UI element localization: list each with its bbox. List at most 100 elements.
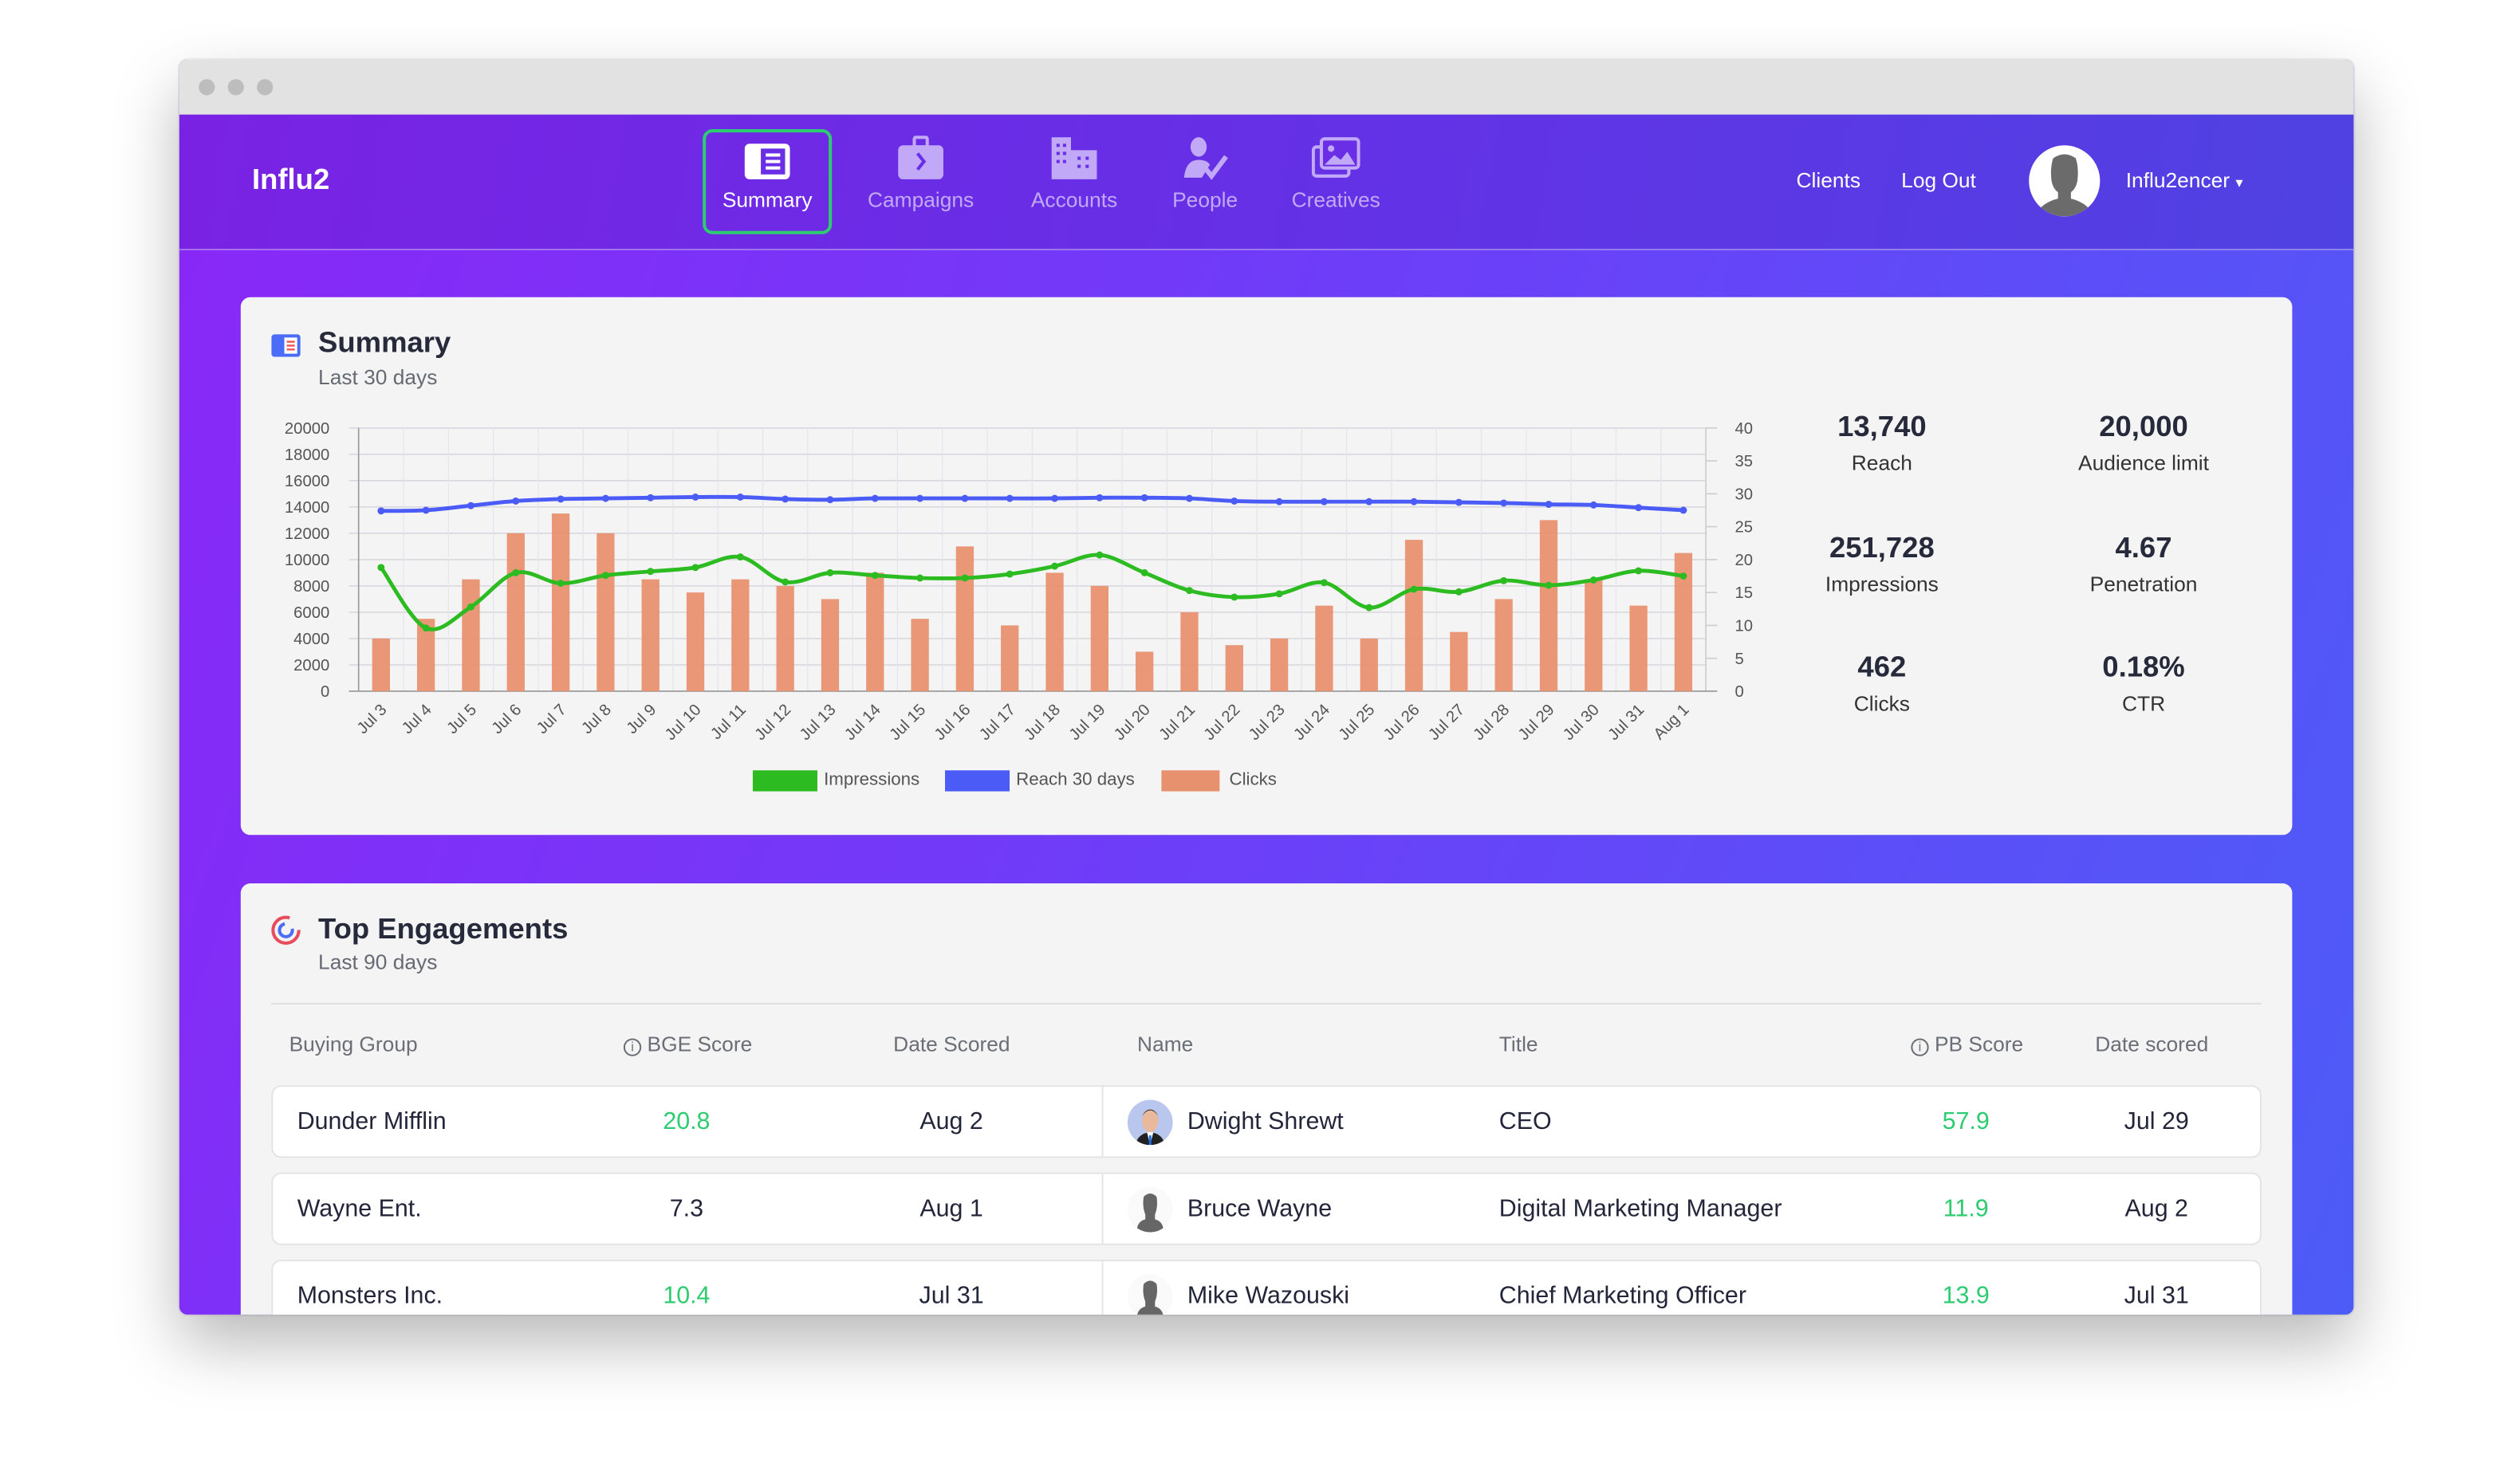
y-left-tick-label: 4000 [293,631,329,648]
stat-label: Penetration [2089,572,2198,596]
tab-summary[interactable]: Summary [703,129,833,234]
bge-score-cell: 7.3 [669,1194,704,1223]
x-tick-label: Jul 10 [662,701,705,744]
tab-creatives[interactable]: Creatives [1271,129,1400,234]
bar-clicks [1629,605,1648,691]
column-divider [1101,1087,1104,1157]
point-reach [1500,499,1508,507]
stat-penetration: 4.67 Penetration [2014,531,2273,596]
header-label: BGE Score [647,1032,753,1056]
y-right-tick-label: 25 [1735,519,1754,537]
x-tick-label: Jul 15 [886,701,929,744]
table-row[interactable]: Dunder Mifflin 20.8 Aug 2 Dwight Shrewt CEO 5… [271,1085,2262,1158]
x-tick-label: Jul 16 [931,701,975,744]
bar-clicks [1045,572,1064,691]
browser-window: Influ2 Summary Campaigns Accounts People… [179,59,2354,1315]
x-tick-label: Jul 19 [1066,701,1109,744]
header-pb-score[interactable]: i PB Score [1911,1032,2023,1056]
header-buying-group[interactable]: Buying Group [289,1032,418,1056]
minimize-window-button[interactable] [227,79,244,96]
stat-impressions: 251,728 Impressions [1753,531,2011,596]
point-reach [1051,494,1058,502]
bar-clicks [955,546,975,691]
line-reach [380,494,1684,513]
bar-clicks [1404,540,1423,691]
table-row[interactable]: Monsters Inc. 10.4 Jul 31 Mike Wazouski Chie… [271,1259,2262,1315]
stat-audience-limit: 20,000 Audience limit [2014,411,2273,475]
stat-label: CTR [2121,690,2166,716]
stat-label: Clicks [1853,690,1910,716]
x-tick-label: Jul 8 [578,701,615,737]
y-right-tick-label: 40 [1735,420,1754,438]
bar-clicks [731,579,750,691]
tab-campaigns[interactable]: Campaigns [856,129,986,234]
point-impressions [601,572,609,580]
point-impressions [961,574,969,582]
bar-clicks [551,513,570,691]
buying-group-cell[interactable]: Dunder Mifflin [297,1107,447,1136]
legend-label-clicks: Clicks [1229,770,1277,790]
point-reach [782,495,789,503]
header-title[interactable]: Title [1498,1032,1538,1056]
summary-title: Summary [318,326,451,359]
stat-label: Impressions [1825,572,1939,596]
x-tick-label: Jul 25 [1336,701,1379,744]
person-name-cell[interactable]: Dwight Shrewt [1187,1107,1344,1136]
stat-label: Reach [1851,450,1912,475]
point-reach [826,496,834,504]
logout-link[interactable]: Log Out [1901,167,1976,193]
y-right-tick-label: 10 [1735,618,1754,635]
tab-people[interactable]: People [1140,129,1270,234]
point-impressions [1320,579,1328,587]
tab-accounts[interactable]: Accounts [1010,129,1139,234]
pb-score-cell: 11.9 [1943,1194,1989,1223]
bar-clicks [1494,599,1513,691]
y-left-tick-label: 18000 [285,446,329,464]
user-avatar[interactable] [2029,145,2101,217]
y-right-tick-label: 20 [1735,552,1754,569]
tab-label: Creatives [1291,187,1380,212]
pb-score-cell: 57.9 [1942,1107,1990,1136]
bar-clicks [597,533,615,691]
bar-clicks [372,638,390,691]
legend-swatch-clicks [1161,770,1220,792]
x-tick-label: Jul 6 [489,701,526,737]
person-name-cell[interactable]: Mike Wazouski [1187,1282,1350,1310]
person-silhouette-icon [1127,1186,1173,1233]
bar-clicks [1136,651,1154,691]
table-row[interactable]: Wayne Ent. 7.3 Aug 1 Bruce Wayne Digital Mar… [271,1172,2262,1245]
point-impressions [1365,604,1373,612]
summary-card: Summary Last 30 days 0 2000 4000 6000 8000 10… [240,297,2293,836]
date-scored-cell: Aug 2 [919,1107,983,1136]
header-date-scored[interactable]: Date Scored [893,1032,1010,1056]
clients-link[interactable]: Clients [1796,167,1861,193]
tab-label: Campaigns [867,187,975,212]
header-name[interactable]: Name [1137,1032,1194,1056]
x-tick-label: Aug 1 [1651,701,1693,743]
stat-label: Audience limit [2078,450,2209,475]
y-left-tick-label: 2000 [293,657,329,674]
info-icon: i [623,1038,642,1056]
point-impressions [557,580,565,588]
x-tick-label: Jul 9 [624,701,660,737]
user-silhouette-icon [2038,154,2091,217]
close-window-button[interactable] [199,79,215,96]
maximize-window-button[interactable] [257,79,274,96]
point-impressions [422,624,430,632]
stat-clicks: 462 Clicks [1753,651,2011,715]
person-name-cell[interactable]: Bruce Wayne [1187,1194,1333,1223]
buying-group-cell[interactable]: Wayne Ent. [297,1194,422,1223]
header-bge-score[interactable]: i BGE Score [623,1032,753,1056]
point-impressions [377,564,385,572]
point-reach [1096,494,1104,501]
bge-score-cell: 20.8 [663,1107,711,1136]
summary-subtitle: Last 30 days [318,364,438,390]
x-tick-label: Jul 23 [1246,701,1289,744]
x-tick-label: Jul 7 [534,701,570,737]
y-left-tick-label: 6000 [293,604,329,622]
header-date-scored-2[interactable]: Date scored [2095,1032,2209,1056]
app-logo[interactable]: Influ2 [251,163,330,196]
buying-group-cell[interactable]: Monsters Inc. [297,1282,443,1310]
user-menu[interactable]: Influ2encer ▾ [2126,168,2243,192]
point-impressions [691,564,699,572]
